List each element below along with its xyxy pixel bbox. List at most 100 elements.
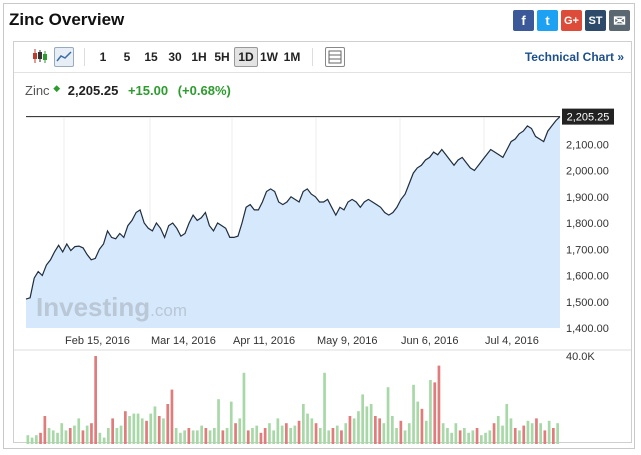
timeframe-30[interactable]: 30: [168, 50, 182, 64]
volume-bar: [73, 425, 76, 444]
volume-bar: [234, 423, 237, 444]
price-line: [25, 116, 561, 300]
x-tick-label: Jul 4, 2016: [485, 335, 539, 347]
timeframe-1d[interactable]: 1D: [234, 47, 258, 67]
volume-bar: [111, 418, 114, 444]
volume-bar: [361, 394, 364, 444]
volume-bar: [153, 406, 157, 444]
volume-tick-label: 0: [566, 443, 572, 444]
volume-bar: [124, 411, 127, 444]
volume-bar: [395, 428, 398, 444]
volume-bar: [98, 432, 102, 444]
timeframe-1m[interactable]: 1M: [283, 50, 301, 64]
instrument-name: Zinc: [25, 83, 50, 98]
volume-bar: [314, 423, 318, 444]
volume-bar: [458, 430, 462, 444]
volume-bar: [433, 382, 437, 444]
volume-bar: [446, 428, 449, 444]
volume-bar: [285, 423, 288, 444]
volume-bar: [94, 356, 97, 444]
volume-bar: [179, 432, 182, 444]
volume-bar: [183, 430, 186, 444]
investing-watermark: Investing.com: [36, 292, 187, 322]
volume-bar: [102, 437, 106, 444]
volume-bar: [85, 425, 89, 444]
volume-bar: [196, 430, 199, 444]
volume-bar: [488, 430, 492, 444]
timeframe-1[interactable]: 1: [99, 50, 107, 64]
timeframe-1h[interactable]: 1H: [191, 50, 207, 64]
twitter-icon[interactable]: t: [537, 10, 558, 31]
area-chart-icon[interactable]: [54, 47, 74, 67]
volume-bar: [26, 435, 30, 444]
volume-bar: [539, 423, 542, 444]
volume-bar: [556, 423, 559, 444]
x-tick-label: May 9, 2016: [317, 335, 378, 347]
volume-bar: [365, 406, 369, 444]
volume-bar: [335, 425, 339, 444]
volume-bar: [200, 425, 203, 444]
volume-bar: [386, 387, 390, 444]
volume-bar: [480, 435, 483, 444]
stocktwits-icon[interactable]: ST: [585, 10, 606, 31]
volume-bar: [471, 430, 475, 444]
x-tick-label: Jun 6, 2016: [401, 335, 459, 347]
y-tick-label: 2,000.00: [566, 166, 609, 178]
technical-chart-link[interactable]: Technical Chart »: [524, 50, 624, 64]
timeframe-5[interactable]: 5: [123, 50, 131, 64]
volume-bar: [484, 432, 487, 444]
x-tick-label: Feb 15, 2016: [65, 335, 130, 347]
volume-bar: [547, 420, 551, 444]
volume-bar: [501, 425, 504, 444]
volume-bar: [492, 423, 496, 444]
last-price: 2,205.25: [67, 83, 119, 98]
candlestick-icon[interactable]: [31, 47, 49, 65]
volume-bar: [107, 428, 110, 444]
page-title: Zinc Overview: [9, 10, 125, 29]
volume-bar: [403, 430, 407, 444]
volume-bar: [204, 428, 208, 444]
volume-bar: [323, 372, 326, 444]
volume-bar: [251, 428, 254, 444]
y-tick-label: 1,800.00: [566, 218, 609, 230]
email-icon[interactable]: ✉: [609, 10, 630, 31]
y-tick-label: 1,500.00: [566, 297, 609, 309]
volume-bar: [238, 418, 242, 444]
x-tick-label: Apr 11, 2016: [233, 335, 295, 347]
volume-bar: [263, 428, 267, 444]
volume-bar: [242, 372, 246, 444]
volume-bar: [450, 432, 453, 444]
timeframe-5h[interactable]: 5H: [214, 50, 230, 64]
volume-bar: [56, 432, 59, 444]
volume-bar: [229, 401, 233, 444]
timeframe-15[interactable]: 15: [144, 50, 158, 64]
current-price-label-box: [562, 108, 614, 125]
volume-bar: [331, 428, 335, 444]
facebook-icon[interactable]: f: [513, 10, 534, 31]
volume-bar: [441, 423, 445, 444]
volume-bar: [119, 425, 123, 444]
price-chart[interactable]: Investing.com 2,205.25 2,100.00 2,000.00 1,9…: [14, 104, 631, 444]
table-view-icon[interactable]: [325, 47, 345, 67]
volume-bar: [467, 432, 470, 444]
volume-bar: [369, 404, 373, 444]
volume-bar: [509, 418, 513, 444]
volume-bar: [412, 384, 415, 444]
x-tick-label: Mar 14, 2016: [151, 335, 216, 347]
volume-bar: [30, 437, 34, 444]
volume-bar: [191, 430, 195, 444]
volume-bar: [374, 416, 377, 444]
volume-bar: [187, 428, 191, 444]
price-change: +15.00: [127, 83, 169, 98]
price-area: [26, 116, 560, 328]
volume-bar: [437, 365, 441, 444]
y-tick-label: 1,700.00: [566, 244, 609, 256]
timeframe-1w[interactable]: 1W: [260, 50, 278, 64]
volume-bar: [136, 413, 140, 444]
volume-bar: [543, 430, 547, 444]
volume-bar: [280, 425, 284, 444]
google-plus-icon[interactable]: G+: [561, 10, 582, 31]
volume-bar: [77, 418, 81, 444]
volume-bar: [149, 413, 153, 444]
volume-bar: [255, 425, 259, 444]
